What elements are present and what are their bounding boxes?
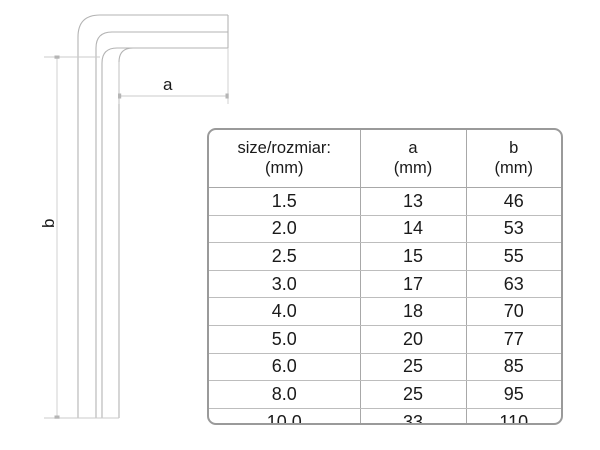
column-header-a-line1: a: [408, 139, 418, 158]
table-row: 5.0 20 77: [209, 325, 561, 354]
column-header-b-line2: (mm): [494, 158, 533, 177]
dimension-a-tick-right: [225, 93, 229, 99]
table-row: 6.0 25 85: [209, 353, 561, 382]
spec-table-body: 1.5 13 46 2.0 14 53 2.5 15 55 3.0 17 63 4.0 18 70 5.0 20…: [209, 187, 561, 425]
spec-table-container: size/rozmiar: (mm) a (mm) b (mm) 1.5 13 46…: [207, 128, 563, 425]
cell-size: 3.0: [209, 270, 360, 299]
cell-b: 63: [465, 270, 561, 299]
dimension-label-a: a: [163, 75, 173, 94]
column-header-size: size/rozmiar: (mm): [209, 130, 360, 188]
cell-a: 20: [359, 325, 466, 354]
cell-a: 13: [359, 187, 466, 216]
hex-key-body-outline: [77, 14, 229, 419]
table-row: 10.0 33 110: [209, 408, 561, 425]
cell-b: 77: [465, 325, 561, 354]
table-row: 3.0 17 63: [209, 270, 561, 299]
table-row: 2.5 15 55: [209, 242, 561, 271]
dimension-a-arrowheads: [118, 93, 229, 99]
dimension-label-b: b: [39, 218, 58, 228]
cell-b: 46: [465, 187, 561, 216]
column-header-size-line2: (mm): [265, 158, 304, 177]
cell-b: 95: [465, 380, 561, 409]
hex-key-outline-svg: [44, 14, 229, 419]
cell-b: 110: [465, 408, 561, 423]
table-row: 1.5 13 46: [209, 187, 561, 216]
column-header-size-line1: size/rozmiar:: [237, 139, 331, 158]
spec-table-header: size/rozmiar: (mm) a (mm) b (mm): [209, 130, 561, 188]
dimension-b-arrowheads: [54, 55, 60, 419]
column-header-b: b (mm): [465, 130, 561, 188]
cell-size: 2.5: [209, 242, 360, 271]
dimension-b-tick-top: [54, 55, 60, 59]
spec-table: size/rozmiar: (mm) a (mm) b (mm) 1.5 13 46…: [209, 130, 561, 425]
cell-size: 6.0: [209, 353, 360, 382]
cell-a: 25: [359, 380, 466, 409]
cell-a: 33: [359, 408, 466, 423]
cell-size: 10.0: [266, 411, 302, 425]
cell-b: 85: [465, 353, 561, 382]
cell-size: 5.0: [209, 325, 360, 354]
cell-a: 15: [359, 242, 466, 271]
column-header-a: a (mm): [359, 130, 466, 188]
dimension-b-group: [44, 56, 119, 419]
cell-a: 25: [359, 353, 466, 382]
cell-size: 4.0: [209, 297, 360, 326]
hex-key-mid-edge-1: [95, 31, 228, 418]
cell-a: 18: [359, 297, 466, 326]
dimension-a-group: [118, 48, 229, 104]
cell-size: 2.0: [209, 215, 360, 244]
cell-size: 1.5: [209, 187, 360, 216]
cell-b: 53: [465, 215, 561, 244]
hex-key-drawing: a b: [39, 14, 229, 419]
cell-a: 17: [359, 270, 466, 299]
table-row: 8.0 25 95: [209, 380, 561, 409]
dimension-b-tick-bottom: [54, 415, 60, 419]
column-header-a-line2: (mm): [393, 158, 433, 177]
hex-key-mid-edge-2: [101, 47, 228, 418]
cell-a: 14: [359, 215, 466, 244]
table-header-row: size/rozmiar: (mm) a (mm) b (mm): [209, 130, 561, 188]
cell-b: 55: [465, 242, 561, 271]
hex-key-outer-edge: [77, 14, 228, 418]
cell-size: 8.0: [209, 380, 360, 409]
hex-key-inner-edge: [118, 47, 228, 418]
dimension-a-tick-left: [118, 93, 122, 99]
table-row: 2.0 14 53: [209, 215, 561, 244]
column-header-b-line1: b: [509, 139, 519, 158]
table-row: 4.0 18 70: [209, 297, 561, 326]
cell-b: 70: [465, 297, 561, 326]
